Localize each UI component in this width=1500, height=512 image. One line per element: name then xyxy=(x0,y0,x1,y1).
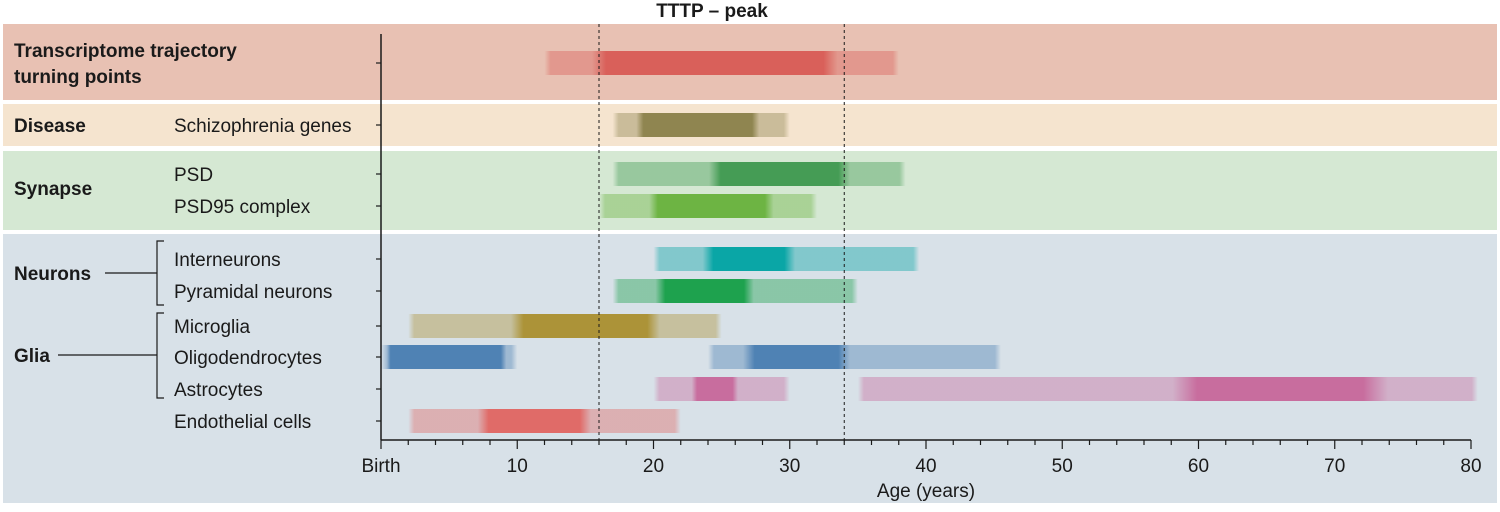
bar-turning-points xyxy=(544,51,899,75)
label-layer: Transcriptome trajectory turning points Di… xyxy=(14,41,351,433)
row-label-endothelial-cells: Endothelial cells xyxy=(174,412,311,433)
row-label-microglia: Microglia xyxy=(174,317,250,338)
bar-endothelial-cells xyxy=(408,409,681,433)
row-label-astrocytes: Astrocytes xyxy=(174,380,263,401)
group-title-disease: Disease xyxy=(14,116,86,137)
x-tick-label-70: 70 xyxy=(1324,456,1345,477)
glia-bracket xyxy=(58,312,164,399)
chart-title: TTTP – peak xyxy=(656,1,768,22)
x-tick-label-80: 80 xyxy=(1460,456,1481,477)
row-label-pyramidal-neurons: Pyramidal neurons xyxy=(174,282,332,303)
x-tick-label-50: 50 xyxy=(1052,456,1073,477)
x-axis-label: Age (years) xyxy=(877,481,975,502)
row-label-psd95-complex: PSD95 complex xyxy=(174,197,311,218)
bar-psd xyxy=(612,162,906,186)
group-bands xyxy=(3,24,1497,503)
x-tick-label-40: 40 xyxy=(915,456,936,477)
x-tick-label-30: 30 xyxy=(779,456,800,477)
row-label-oligodendrocytes: Oligodendrocytes xyxy=(174,348,322,369)
x-axis: Birth 10 20 30 40 50 60 70 80 xyxy=(361,24,1482,477)
bar-schizophrenia-genes xyxy=(612,113,790,137)
group-title-synapse: Synapse xyxy=(14,179,92,200)
bar-layer xyxy=(381,51,1478,433)
bar-pyramidal-neurons xyxy=(612,279,858,303)
bar-microglia xyxy=(408,314,722,338)
group-title-transcriptome-trajectory-turning-points-line-2: turning points xyxy=(14,67,142,88)
row-label-schizophrenia-genes: Schizophrenia genes xyxy=(174,116,351,137)
row-label-psd: PSD xyxy=(174,165,213,186)
bar-oligodendrocytes-1 xyxy=(381,345,518,369)
x-tick-label-20: 20 xyxy=(643,456,664,477)
row-label-interneurons: Interneurons xyxy=(174,250,281,271)
group-title-glia: Glia xyxy=(14,346,50,367)
neurons-bracket xyxy=(105,240,164,306)
bar-astrocytes-2 xyxy=(857,377,1478,401)
x-tick-label-60: 60 xyxy=(1188,456,1209,477)
bar-interneurons xyxy=(653,247,920,271)
bar-astrocytes-1 xyxy=(653,377,790,401)
group-title-neurons: Neurons xyxy=(14,264,91,285)
bar-oligodendrocytes-2 xyxy=(708,345,1001,369)
bar-psd95-complex xyxy=(599,194,817,218)
group-title-transcriptome-trajectory-turning-points-line-1: Transcriptome trajectory xyxy=(14,41,237,62)
x-tick-label-birth: Birth xyxy=(361,456,400,477)
x-tick-label-10: 10 xyxy=(507,456,528,477)
